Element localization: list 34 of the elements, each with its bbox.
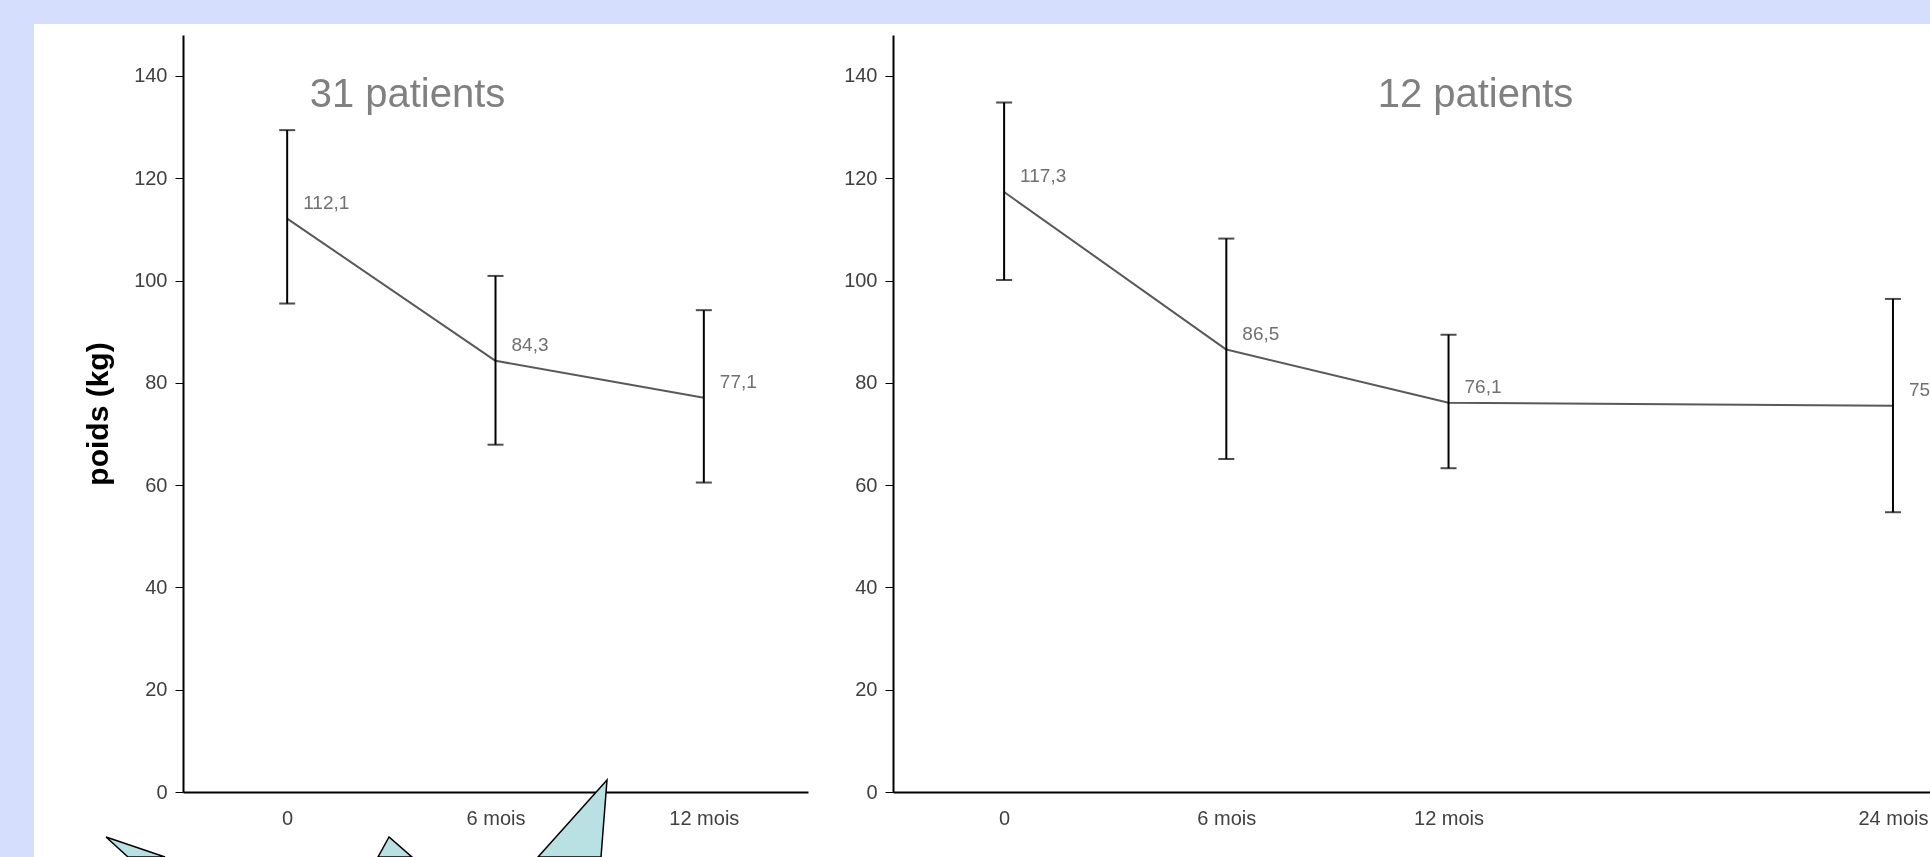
data-label: 84,3	[511, 333, 549, 355]
y-tick-label: 120	[134, 166, 168, 189]
x-tick-label: 6 mois	[1197, 806, 1257, 829]
y-tick-label: 100	[844, 269, 878, 292]
x-tick-label: 12 mois	[1414, 806, 1485, 829]
y-tick-label: 20	[855, 678, 878, 701]
text: 12 patients	[1377, 71, 1574, 115]
y-tick-label: 40	[145, 575, 168, 598]
y-tick-label: 60	[145, 473, 168, 496]
y-tick-label: 140	[844, 64, 878, 87]
line-series	[1003, 191, 1894, 407]
y-tick-label: 20	[145, 678, 168, 701]
y-tick-label: 120	[844, 166, 878, 189]
y-tick-label: 80	[855, 371, 878, 394]
y-tick-label: 140	[134, 64, 168, 87]
text: 31 patients	[309, 71, 506, 115]
x-tick-label: 0	[999, 806, 1011, 829]
data-label: 112,1	[303, 191, 350, 213]
data-label: 117,3	[1020, 165, 1067, 187]
x-tick-label: 0	[282, 806, 294, 829]
x-tick-label: 12 mois	[669, 806, 740, 829]
data-label: 75	[1908, 378, 1930, 400]
y-tick-label: 100	[134, 269, 168, 292]
y-tick-label: 40	[855, 575, 878, 598]
x-tick-label: 6 mois	[466, 806, 526, 829]
y-tick-label: 60	[855, 473, 878, 496]
y-tick-label: 80	[145, 371, 168, 394]
y-tick-label: 0	[156, 780, 168, 803]
y-axis-title: poids (kg)	[81, 342, 115, 486]
data-label: 77,1	[719, 370, 757, 392]
x-tick-label: 24 mois	[1858, 806, 1929, 829]
data-label: 76,1	[1464, 375, 1502, 397]
data-label: 86,5	[1242, 322, 1280, 344]
y-tick-label: 0	[866, 780, 878, 803]
